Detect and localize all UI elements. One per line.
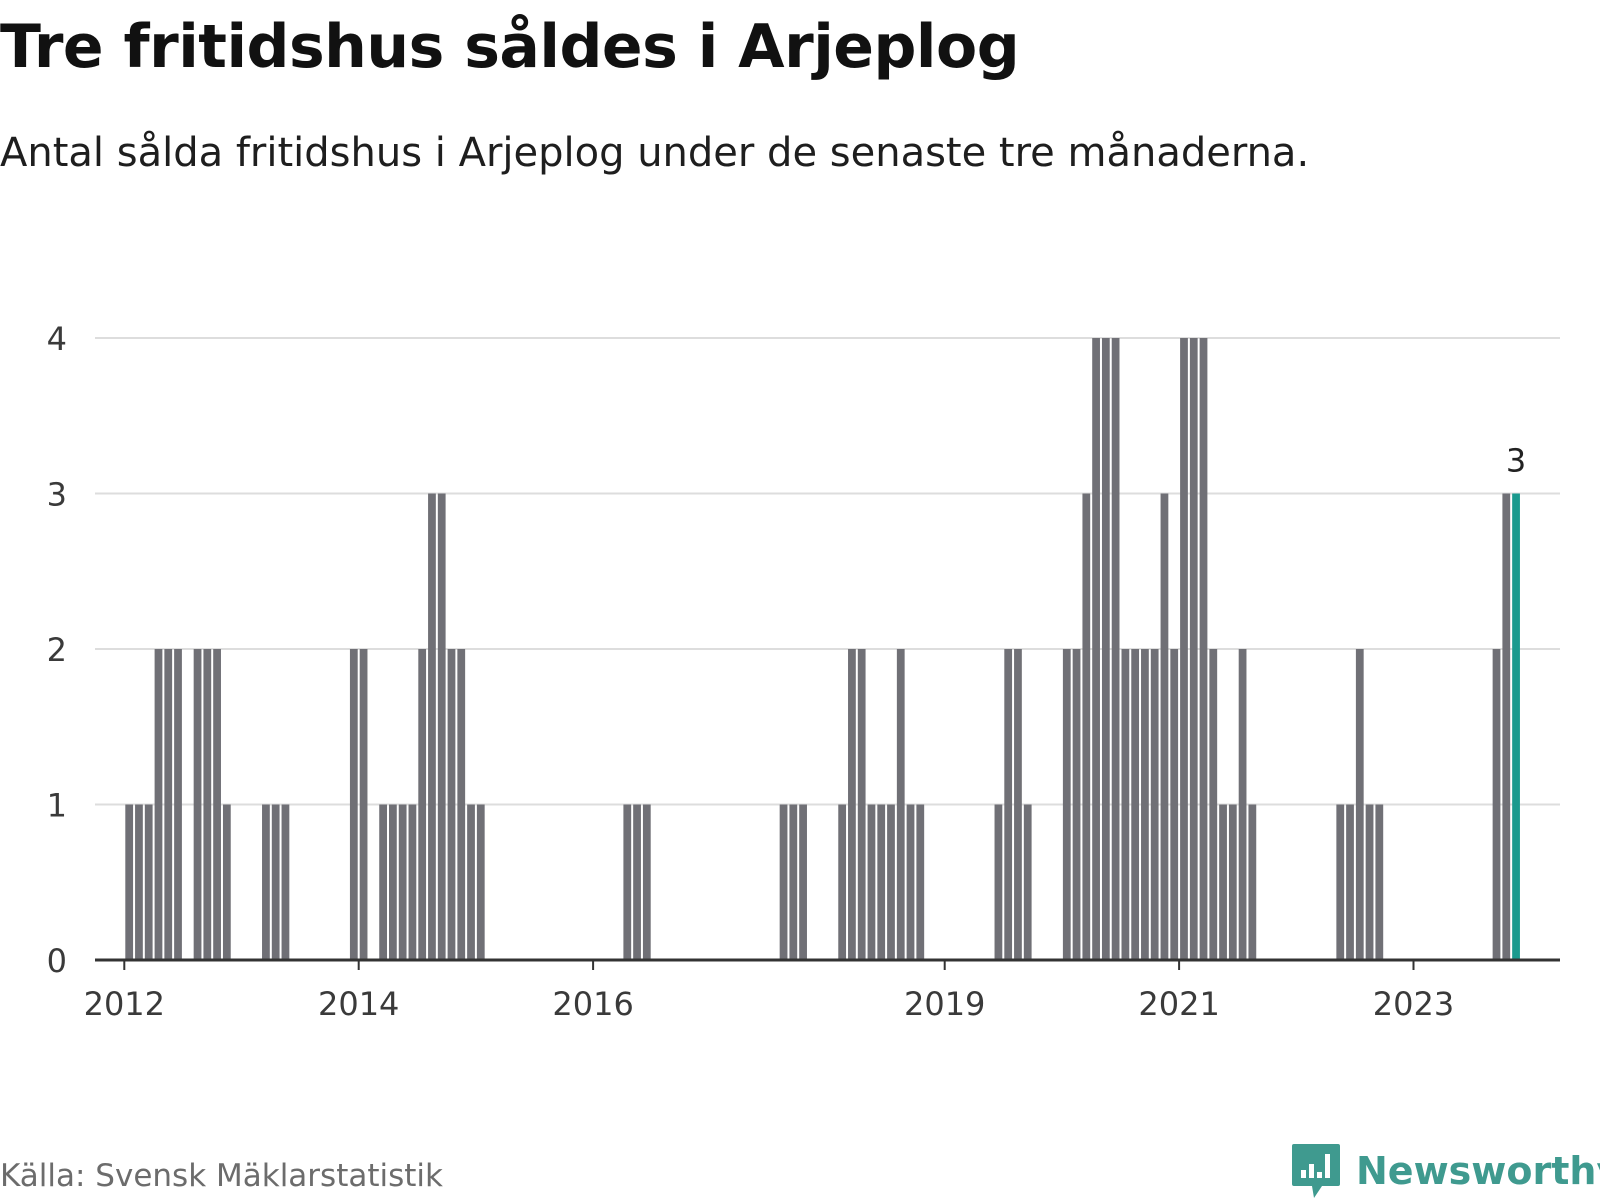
bar (1492, 649, 1501, 960)
bar (1131, 649, 1140, 960)
bar (1062, 649, 1071, 960)
bar (1355, 649, 1364, 960)
bar (1121, 649, 1130, 960)
bar (213, 649, 221, 960)
bar-chart: 0 1 2 3 4 2012 2014 2016 2019 2021 2023 3 (47, 320, 1560, 1023)
bar (281, 804, 290, 960)
x-tick-label: 2019 (904, 985, 985, 1023)
bar (1375, 804, 1384, 960)
bar (1160, 493, 1169, 960)
bar (887, 804, 895, 960)
bar-highlighted (1512, 493, 1520, 960)
bar (1072, 649, 1081, 960)
bar (1199, 338, 1208, 960)
data-labels: 3 (1506, 442, 1526, 480)
bar (418, 649, 427, 960)
y-tick-label: 1 (47, 787, 67, 825)
bar (633, 804, 641, 960)
bar (896, 649, 905, 960)
bar (1189, 338, 1198, 960)
bar (642, 804, 651, 960)
bar (623, 804, 632, 960)
x-tick-label: 2012 (84, 985, 165, 1023)
bar (799, 804, 807, 960)
bars (125, 338, 1520, 960)
bar (1101, 338, 1110, 960)
bar (1228, 804, 1237, 960)
y-axis-ticks: 0 1 2 3 4 (47, 320, 67, 980)
bar (135, 804, 143, 960)
brand-name: Newsworthy (1356, 1149, 1600, 1193)
bar (437, 493, 446, 960)
bar (838, 804, 847, 960)
bar (1365, 804, 1374, 960)
bar (906, 804, 915, 960)
x-tick-label: 2014 (318, 985, 399, 1023)
x-tick-label: 2023 (1373, 985, 1454, 1023)
y-tick-label: 2 (47, 631, 67, 669)
bar (1346, 804, 1354, 960)
bar (203, 649, 212, 960)
bar (1180, 338, 1188, 960)
page-title: Tre fritidshus såldes i Arjeplog (0, 12, 1020, 82)
page-subtitle: Antal sålda fritidshus i Arjeplog under … (0, 130, 1310, 176)
bar (408, 804, 417, 960)
x-tick-label: 2016 (552, 985, 633, 1023)
brand-logo: Newsworthy (1290, 1142, 1600, 1200)
bar (174, 649, 182, 960)
x-tick-label: 2021 (1138, 985, 1219, 1023)
bar (1502, 493, 1511, 960)
bar (447, 649, 456, 960)
bar (222, 804, 231, 960)
bar (877, 804, 886, 960)
bar (1219, 804, 1227, 960)
y-tick-label: 3 (47, 476, 67, 514)
bar (125, 804, 134, 960)
bar (476, 804, 485, 960)
source-note: Källa: Svensk Mäklarstatistik (0, 1158, 443, 1194)
bar (467, 804, 475, 960)
bar (1238, 649, 1247, 960)
y-tick-label: 0 (47, 942, 67, 980)
bar (154, 649, 163, 960)
gridlines (95, 337, 1560, 806)
bar (164, 649, 173, 960)
bar (1170, 649, 1179, 960)
bar (1023, 804, 1032, 960)
bar (1141, 649, 1149, 960)
bar (994, 804, 1003, 960)
y-tick-label: 4 (47, 320, 67, 358)
bar (1336, 804, 1345, 960)
x-axis-ticks: 2012 2014 2016 2019 2021 2023 (84, 960, 1454, 1023)
bar (262, 804, 270, 960)
bar (867, 804, 876, 960)
last-value-label: 3 (1506, 442, 1526, 480)
bar (193, 649, 202, 960)
bar (789, 804, 798, 960)
bar (349, 649, 358, 960)
bar (1209, 649, 1218, 960)
bar (1014, 649, 1022, 960)
bar (916, 804, 925, 960)
bar (398, 804, 407, 960)
bar (1111, 338, 1120, 960)
bar (271, 804, 280, 960)
bar (857, 649, 866, 960)
bar (144, 804, 153, 960)
bar (389, 804, 397, 960)
bar (359, 649, 368, 960)
bar (379, 804, 387, 960)
bar (457, 649, 466, 960)
bar (1150, 649, 1159, 960)
newsworthy-logo-icon (1292, 1144, 1340, 1198)
bar (1092, 338, 1100, 960)
bar (1082, 493, 1091, 960)
bar (1004, 649, 1013, 960)
bar (848, 649, 856, 960)
bar (779, 804, 788, 960)
bar (1248, 804, 1257, 960)
bar (428, 493, 436, 960)
